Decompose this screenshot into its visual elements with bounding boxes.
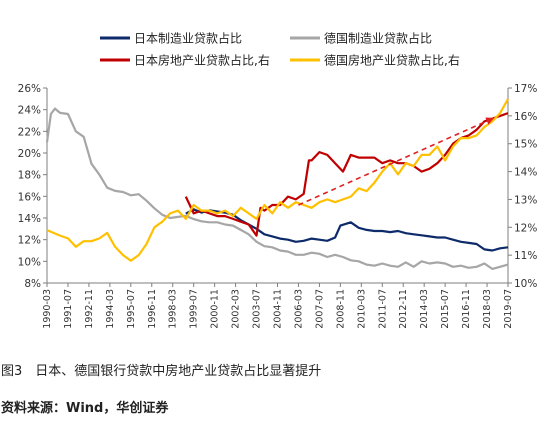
legend-label: 日本房地产业贷款占比,右 bbox=[134, 53, 270, 68]
x-tick-label: 2012-11 bbox=[398, 289, 409, 329]
x-tick-label: 2000-11 bbox=[210, 289, 221, 329]
x-tick-label: 2015-07 bbox=[440, 289, 451, 329]
left-tick-label: 16% bbox=[18, 191, 41, 203]
x-tick-label: 1992-11 bbox=[84, 289, 95, 329]
x-tick-label: 2002-03 bbox=[231, 289, 242, 329]
left-tick-label: 20% bbox=[18, 148, 41, 160]
x-tick-label: 1996-11 bbox=[147, 289, 158, 329]
right-tick-label: 12% bbox=[514, 222, 537, 234]
x-tick-label: 2007-07 bbox=[314, 289, 325, 329]
x-tick-label: 2004-11 bbox=[273, 289, 284, 329]
left-tick-label: 26% bbox=[18, 83, 41, 95]
x-tick-label: 2016-11 bbox=[461, 289, 472, 329]
x-tick-label: 1990-03 bbox=[42, 289, 53, 329]
x-tick-label: 2019-07 bbox=[503, 289, 514, 329]
right-tick-label: 15% bbox=[514, 139, 537, 151]
left-tick-label: 24% bbox=[18, 105, 41, 117]
x-tick-label: 2006-03 bbox=[293, 289, 304, 329]
source-note: 资料来源：Wind，华创证券 bbox=[1, 401, 169, 416]
left-tick-label: 22% bbox=[18, 126, 41, 138]
x-tick-label: 1995-07 bbox=[126, 289, 137, 329]
x-tick-label: 1994-03 bbox=[105, 289, 116, 329]
right-tick-label: 10% bbox=[514, 278, 537, 290]
x-tick-label: 1999-07 bbox=[189, 289, 200, 329]
right-tick-label: 14% bbox=[514, 167, 537, 179]
x-tick-label: 2010-03 bbox=[356, 289, 367, 329]
legend-label: 德国制造业贷款占比 bbox=[324, 31, 432, 46]
series-line-3 bbox=[184, 112, 509, 237]
x-tick-label: 2014-03 bbox=[419, 289, 430, 329]
figure-caption: 图3 日本、德国银行贷款中房地产业贷款占比显著提升 bbox=[1, 364, 322, 379]
right-tick-label: 16% bbox=[514, 111, 537, 123]
right-tick-label: 13% bbox=[514, 194, 537, 206]
legend-label: 日本制造业贷款占比 bbox=[134, 31, 242, 46]
x-tick-label: 1998-03 bbox=[168, 289, 179, 329]
left-tick-label: 14% bbox=[18, 213, 41, 225]
series-line-2 bbox=[45, 107, 509, 270]
legend-label: 德国房地产业贷款占比,右 bbox=[324, 53, 460, 68]
trend-arrow bbox=[298, 117, 495, 206]
right-tick-label: 11% bbox=[514, 250, 537, 262]
left-tick-label: 12% bbox=[18, 235, 41, 247]
left-tick-label: 10% bbox=[18, 256, 41, 268]
series-line-4 bbox=[46, 98, 509, 262]
x-tick-label: 2003-07 bbox=[252, 289, 263, 329]
axes: 8% 10% 12% 14% 16% 18% 20% 22% 24% 26% 10% 11% 12% 13… bbox=[18, 83, 538, 329]
annotation-layer bbox=[298, 117, 495, 206]
left-tick-label: 18% bbox=[18, 170, 41, 182]
x-tick-label: 1991-07 bbox=[63, 289, 74, 329]
series-line-1 bbox=[185, 208, 509, 252]
x-tick-label: 2008-11 bbox=[335, 289, 346, 329]
right-tick-label: 17% bbox=[514, 83, 537, 95]
left-tick-label: 8% bbox=[24, 278, 41, 290]
x-tick-label: 2018-03 bbox=[482, 289, 493, 329]
series-layer bbox=[45, 98, 509, 270]
x-tick-label: 2011-07 bbox=[377, 289, 388, 329]
